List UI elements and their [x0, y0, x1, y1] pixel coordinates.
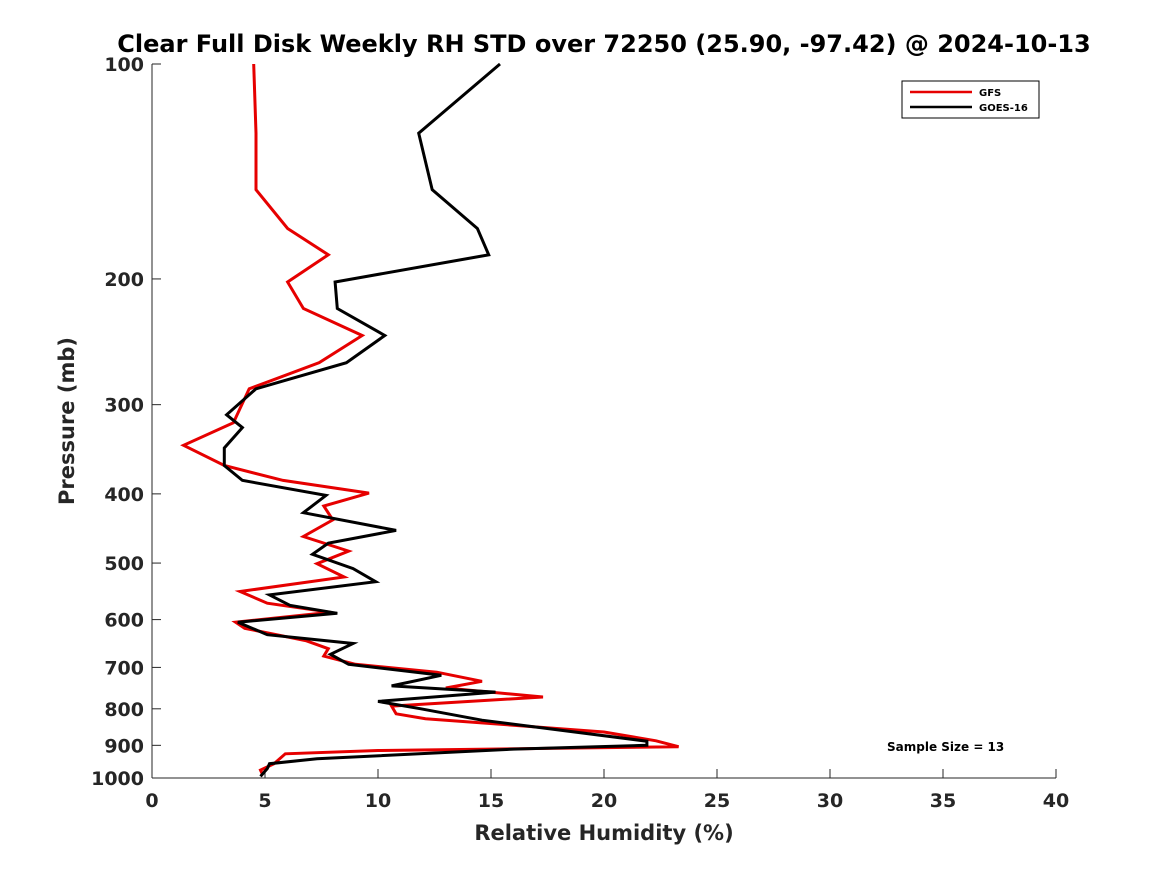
rh-std-profile-chart: Clear Full Disk Weekly RH STD over 72250…	[0, 0, 1167, 875]
x-tick-label: 15	[478, 790, 504, 812]
legend-label-goes16: GOES-16	[979, 103, 1028, 114]
chart-title: Clear Full Disk Weekly RH STD over 72250…	[117, 30, 1090, 58]
y-tick-label: 400	[104, 484, 144, 506]
y-tick-label: 800	[104, 699, 144, 721]
x-tick-label: 20	[591, 790, 617, 812]
x-tick-label: 40	[1043, 790, 1069, 812]
y-tick-label: 600	[104, 610, 144, 632]
y-tick-label: 900	[104, 735, 144, 757]
legend: GFS GOES-16	[902, 81, 1039, 118]
y-tick-label: 700	[104, 657, 144, 679]
x-tick-label: 5	[258, 790, 271, 812]
x-tick-label: 0	[145, 790, 158, 812]
y-tick-label: 1000	[91, 768, 144, 790]
y-tick-label: 100	[104, 54, 144, 76]
y-tick-label: 300	[104, 395, 144, 417]
x-tick-label: 30	[817, 790, 843, 812]
x-axis-label: Relative Humidity (%)	[474, 821, 733, 845]
legend-label-gfs: GFS	[979, 88, 1001, 99]
y-tick-label: 200	[104, 269, 144, 291]
y-axis-label: Pressure (mb)	[55, 337, 79, 505]
plot-area	[152, 64, 1056, 778]
x-tick-label: 35	[930, 790, 956, 812]
x-tick-label: 25	[704, 790, 730, 812]
sample-size-annotation: Sample Size = 13	[887, 740, 1004, 754]
y-tick-label: 500	[104, 553, 144, 575]
x-tick-label: 10	[365, 790, 391, 812]
